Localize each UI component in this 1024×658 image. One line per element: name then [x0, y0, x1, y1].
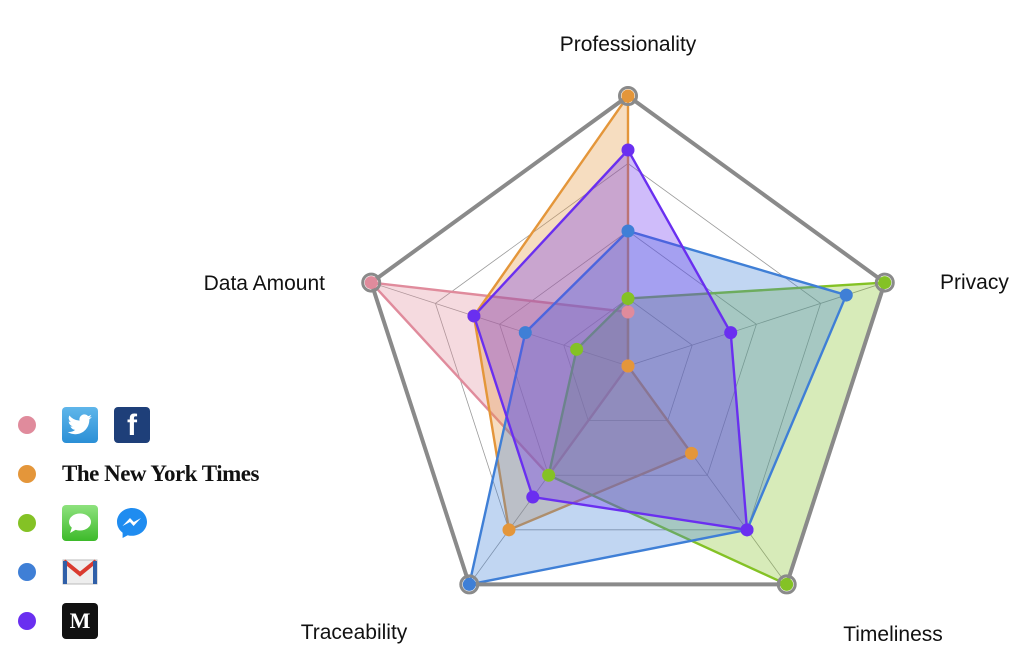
- axis-label-timeliness: Timeliness: [843, 623, 943, 646]
- legend: f The New York Times M: [14, 400, 294, 645]
- axis-spoke: [371, 282, 629, 367]
- data-point: [839, 288, 853, 302]
- axis-label-data-amount: Data Amount: [204, 272, 326, 295]
- outer-ring: [369, 94, 887, 587]
- axis-labels: Professionality Privacy Timeliness Trace…: [204, 33, 1010, 646]
- outline-layer: [361, 86, 895, 595]
- medium-icon: M: [62, 602, 98, 639]
- data-point: [621, 89, 635, 103]
- data-point: [518, 326, 532, 340]
- messenger-icon: [114, 504, 150, 541]
- series-layer: [370, 94, 886, 586]
- data-point: [364, 276, 378, 290]
- vertex-marker: [618, 86, 638, 106]
- nyt-logo: The New York Times: [62, 460, 259, 486]
- vertex-marker: [361, 272, 382, 293]
- points-layer: [364, 89, 892, 591]
- legend-dot: [18, 415, 36, 434]
- gmail-icon: [62, 553, 98, 590]
- grid-ring: [563, 298, 693, 422]
- vertex-marker: [459, 574, 480, 595]
- data-point: [740, 523, 754, 537]
- grid-ring: [434, 163, 822, 531]
- legend-item-twitter-facebook[interactable]: f: [14, 400, 294, 449]
- axis-label-traceability: Traceability: [301, 621, 408, 644]
- legend-dot: [18, 513, 36, 532]
- legend-item-medium[interactable]: M: [14, 596, 294, 645]
- data-point: [621, 305, 635, 319]
- twitter-icon: [62, 406, 98, 443]
- data-point: [621, 359, 635, 373]
- legend-item-messages[interactable]: [14, 498, 294, 547]
- data-point: [684, 446, 698, 460]
- legend-item-gmail[interactable]: [14, 547, 294, 596]
- data-point: [878, 276, 892, 290]
- series-area-medium-icon: [472, 148, 749, 532]
- data-point: [467, 309, 481, 323]
- series-area-gmail-icon: [468, 229, 848, 586]
- data-point: [780, 577, 794, 591]
- data-point: [621, 143, 635, 157]
- facebook-icon: f: [114, 406, 150, 443]
- data-point: [621, 224, 635, 238]
- grid-ring: [499, 230, 757, 476]
- data-point: [462, 577, 476, 591]
- data-point: [526, 490, 540, 504]
- data-point: [502, 523, 516, 537]
- series-area-imessage-icon-messenger-icon: [547, 281, 886, 586]
- legend-item-nyt[interactable]: The New York Times: [14, 449, 294, 498]
- axis-label-professionality: Professionality: [560, 33, 697, 56]
- data-point: [724, 326, 738, 340]
- legend-dot: [18, 562, 36, 581]
- data-point: [570, 342, 584, 356]
- vertex-marker: [776, 574, 797, 595]
- imessage-icon: [62, 504, 98, 541]
- legend-dot: [18, 464, 36, 483]
- legend-dot: [18, 611, 36, 630]
- axis-label-privacy: Privacy: [940, 271, 1009, 294]
- series-area-nyt-logo: [472, 94, 693, 532]
- data-point: [621, 292, 635, 305]
- vertex-marker: [874, 272, 895, 293]
- data-point: [542, 468, 556, 482]
